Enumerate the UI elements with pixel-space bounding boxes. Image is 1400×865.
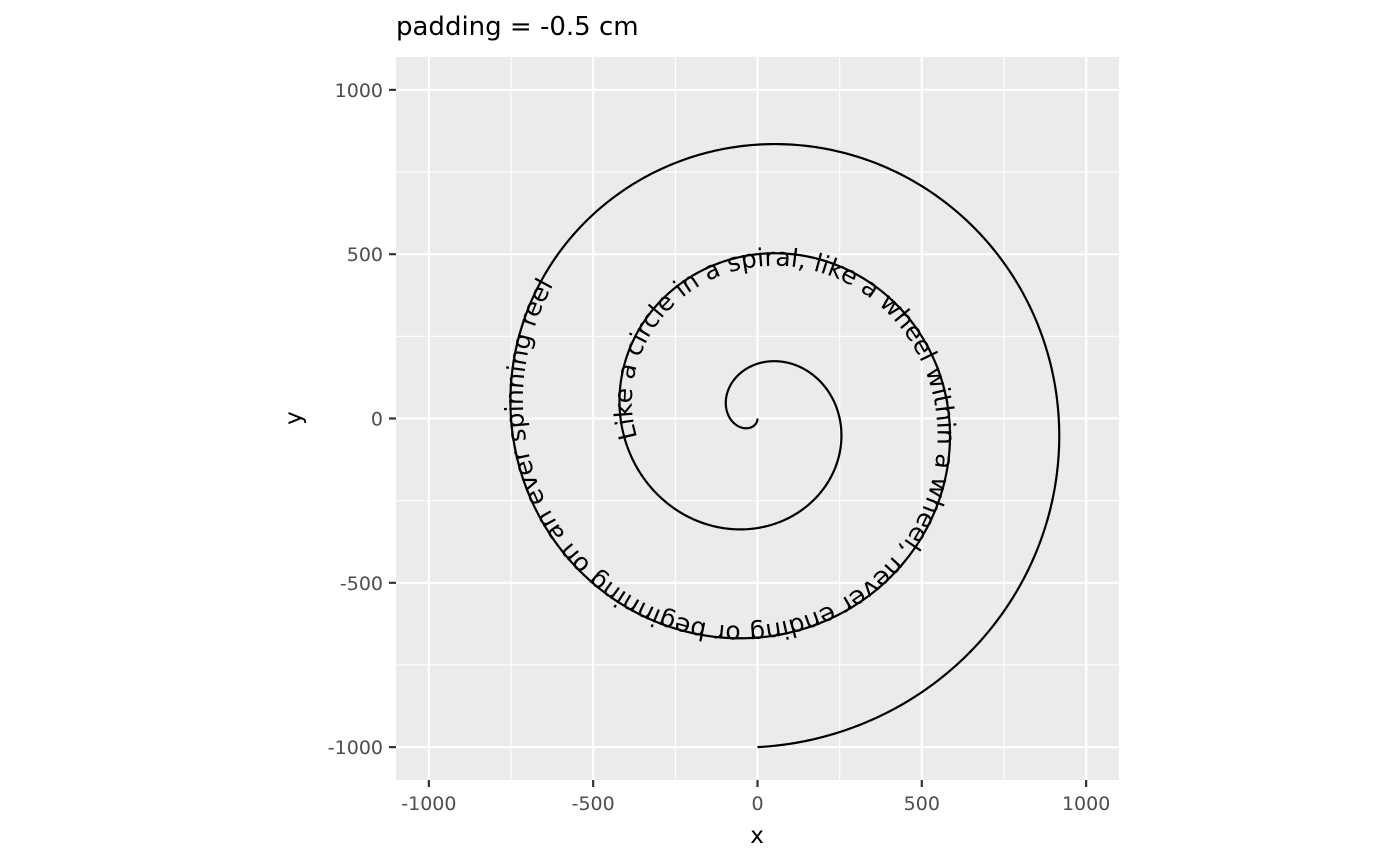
y-tick-label: 500 <box>347 244 383 266</box>
y-tick-label: -1000 <box>328 737 383 759</box>
spiral-line <box>509 142 1061 749</box>
x-tick-label: -500 <box>572 793 615 815</box>
y-tick-label: 1000 <box>335 80 383 102</box>
chart-title: padding = -0.5 cm <box>396 12 639 42</box>
x-tick-label: -1000 <box>401 793 456 815</box>
y-axis-title: y <box>281 411 307 425</box>
x-tick-label: 0 <box>751 793 763 815</box>
y-axis: -1000 -500 0 500 1000 <box>328 80 396 759</box>
y-tick-label: 0 <box>371 409 383 431</box>
x-axis: -1000 -500 0 500 1000 <box>401 780 1110 815</box>
x-tick-label: 500 <box>904 793 940 815</box>
y-tick-label: -500 <box>340 573 383 595</box>
x-axis-title: x <box>750 823 764 849</box>
x-tick-label: 1000 <box>1062 793 1110 815</box>
